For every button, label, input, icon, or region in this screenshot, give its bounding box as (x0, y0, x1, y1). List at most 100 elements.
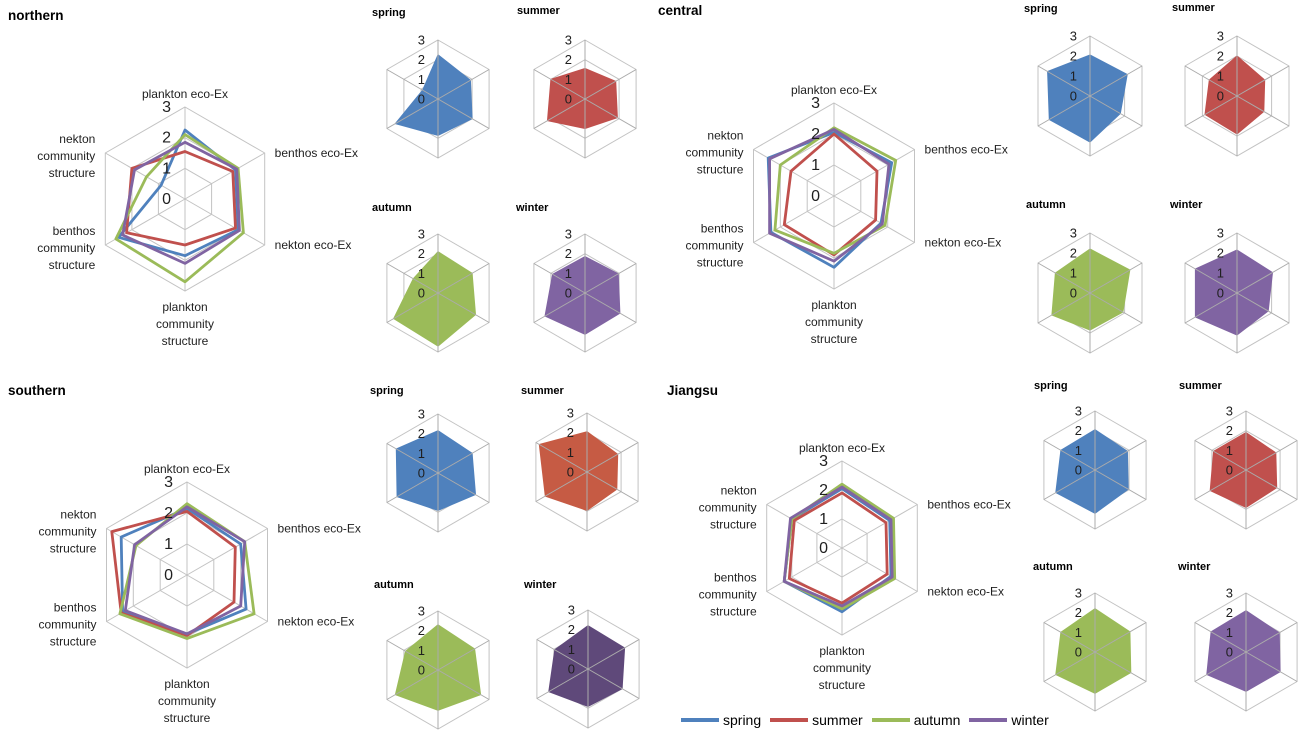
grid-spoke (587, 639, 640, 670)
grid-spoke (1194, 622, 1247, 653)
grid-spoke (386, 669, 439, 700)
axis-label: community (156, 317, 214, 331)
grid-spoke (1094, 622, 1147, 653)
jiangsu-large-radar-chart: 3 2 1 0 plankton eco-Ex benthos eco-Ex nekton … (699, 441, 1011, 692)
tick-label: 0 (819, 540, 828, 557)
grid-spoke (1236, 292, 1290, 324)
tick-label: 1 (418, 266, 425, 281)
axis-label: benthos (714, 571, 757, 585)
northern-small-radar-summer: 3 2 1 0 (533, 33, 637, 159)
axis-label: benthos (701, 222, 744, 236)
jiangsu-small-radar-winter: 3 2 1 0 (1194, 586, 1298, 712)
grid-spoke (1094, 651, 1147, 682)
tick-label: 3 (565, 33, 572, 48)
grid-spoke (533, 292, 586, 323)
tick-label: 2 (1226, 423, 1233, 438)
grid-spoke (1043, 651, 1096, 682)
season-fill-summer (1209, 432, 1278, 508)
season-fill-spring (395, 430, 476, 511)
tick-label: 3 (819, 453, 828, 470)
legend-label-winter: winter (1011, 712, 1049, 728)
tick-label: 2 (418, 246, 425, 261)
tick-label: 0 (1070, 286, 1077, 301)
tick-label: 3 (1070, 29, 1077, 44)
small-chart-title-central-spring: spring (1024, 3, 1058, 15)
series-line-autumn (114, 133, 245, 284)
central-small-radar-winter: 3 2 1 0 (1184, 226, 1290, 354)
tick-label: 2 (1070, 49, 1077, 64)
grid-spoke (386, 292, 439, 323)
grid-spoke (841, 547, 918, 592)
series-line-winter (123, 505, 247, 636)
axis-label: community (699, 588, 757, 602)
tick-label: 0 (1226, 645, 1233, 660)
grid-spoke (1043, 469, 1096, 500)
southern-small-radar-summer: 3 2 1 0 (535, 406, 639, 532)
tick-label: 3 (1217, 226, 1224, 241)
grid-spoke (533, 69, 586, 100)
grid-spoke (105, 152, 186, 200)
tick-label: 3 (162, 99, 171, 116)
grid-spoke (437, 443, 490, 474)
axis-label: structure (50, 542, 97, 556)
grid-spoke (437, 263, 490, 294)
axis-label: nekton eco-Ex (927, 585, 1004, 599)
grid-spoke (1194, 651, 1247, 682)
series-line-autumn (773, 126, 898, 255)
legend-label-autumn: autumn (913, 712, 961, 728)
tick-label: 3 (1226, 404, 1233, 419)
tick-label: 1 (1075, 443, 1082, 458)
tick-label: 1 (1070, 266, 1077, 281)
grid-spoke (841, 504, 918, 549)
grid-spoke (535, 471, 588, 502)
central-small-radar-spring: 3 2 1 0 (1037, 29, 1143, 157)
legend: spring summer autumn winter (681, 712, 1058, 728)
axis-label: community (158, 694, 216, 708)
tick-label: 2 (1217, 246, 1224, 261)
axis-label: community (699, 501, 757, 515)
tick-label: 0 (1075, 645, 1082, 660)
tick-label: 2 (418, 623, 425, 638)
tick-label: 2 (565, 52, 572, 67)
axis-label: community (685, 239, 743, 253)
tick-label: 2 (418, 52, 425, 67)
grid-spoke (753, 149, 835, 197)
tick-label: 1 (164, 536, 173, 553)
tick-label: 1 (565, 72, 572, 87)
grid-spoke (386, 263, 439, 294)
axis-label: benthos (54, 601, 97, 615)
grid-spoke (1043, 440, 1096, 471)
small-chart-title-northern-autumn: autumn (372, 202, 412, 214)
tick-label: 2 (567, 425, 574, 440)
grid-spoke (1236, 65, 1290, 97)
axis-label: nekton (721, 484, 757, 498)
grid-spoke (386, 98, 439, 129)
axis-label: nekton (60, 508, 96, 522)
grid-spoke (184, 198, 265, 246)
grid-spoke (587, 668, 640, 699)
grid-spoke (1236, 95, 1290, 127)
tick-label: 3 (418, 227, 425, 242)
axis-label: community (37, 241, 95, 255)
legend-item-summer: summer (770, 712, 863, 728)
tick-label: 0 (164, 567, 173, 584)
legend-item-winter: winter (969, 712, 1049, 728)
southern-small-radar-winter: 3 2 1 0 (536, 603, 640, 729)
tick-label: 0 (418, 92, 425, 107)
grid-spoke (437, 640, 490, 671)
northern-small-radar-winter: 3 2 1 0 (533, 227, 637, 353)
axis-label: structure (50, 635, 97, 649)
axis-label: community (37, 149, 95, 163)
season-fill-spring (394, 54, 473, 136)
tick-label: 3 (567, 406, 574, 421)
axis-label: structure (49, 258, 96, 272)
small-chart-title-central-summer: summer (1172, 2, 1215, 14)
axis-label: structure (697, 256, 744, 270)
grid-spoke (1037, 65, 1091, 97)
jiangsu-small-radar-summer: 3 2 1 0 (1194, 404, 1298, 530)
small-chart-title-southern-winter: winter (524, 579, 557, 591)
grid-spoke (833, 149, 915, 197)
southern-small-radar-spring: 3 2 1 0 (386, 407, 490, 533)
grid-spoke (1184, 292, 1238, 324)
legend-line-swatch-autumn (871, 718, 910, 722)
